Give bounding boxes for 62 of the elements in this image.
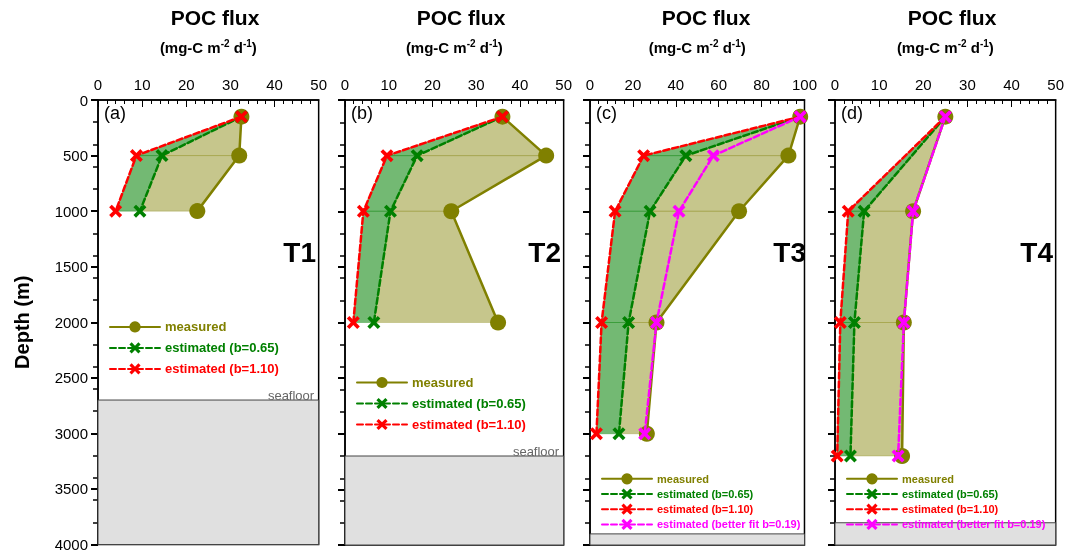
chart-title: POC flux — [416, 6, 506, 29]
y-tick-label: 0 — [79, 91, 88, 109]
y-tick-label: 500 — [62, 147, 88, 165]
x-tick-label: 40 — [1003, 76, 1020, 93]
legend-label: estimated (b=0.65) — [412, 396, 526, 411]
legend-label: estimated (b=1.10) — [412, 417, 526, 432]
annotation: T4 — [1020, 236, 1054, 268]
x-tick-label: 30 — [959, 76, 976, 93]
annotation: (d) — [841, 103, 863, 123]
legend-label: estimated (b=1.10) — [657, 503, 754, 516]
chart-title: POC flux — [661, 6, 751, 29]
x-tick-label: 20 — [624, 76, 642, 93]
y-axis-title: Depth (m) — [11, 275, 33, 369]
legend-label: measured — [657, 472, 709, 485]
x-tick-label: 0 — [830, 76, 840, 93]
legend-label: estimated (better fit b=0.19) — [902, 518, 1046, 531]
annotation: T1 — [283, 236, 317, 268]
x-tick-label: 40 — [667, 76, 685, 93]
legend-label: estimated (b=1.10) — [165, 361, 279, 377]
x-tick-label: 100 — [791, 76, 817, 93]
x-tick-label: 80 — [753, 76, 770, 93]
legend-label: estimated (better fit b=0.19) — [657, 518, 801, 531]
x-tick-label: 20 — [424, 76, 441, 93]
x-tick-label: 30 — [467, 76, 485, 93]
y-tick-label: 1500 — [54, 258, 88, 276]
x-tick-label: 20 — [177, 76, 195, 93]
legend-label: measured — [412, 375, 474, 390]
x-tick-label: 50 — [1047, 76, 1064, 93]
x-tick-label: 40 — [266, 76, 283, 93]
annotation: (c) — [596, 103, 617, 123]
annotation: (a) — [104, 103, 126, 123]
legend-label: estimated (b=0.65) — [165, 340, 279, 356]
legend-label: estimated (b=0.65) — [902, 488, 999, 500]
x-tick-label: 30 — [222, 76, 239, 93]
x-tick-label: 0 — [340, 76, 350, 93]
y-tick-label: 4000 — [54, 536, 88, 552]
annotation: T2 — [528, 236, 562, 268]
x-tick-label: 60 — [710, 76, 728, 93]
y-tick-label: 2000 — [54, 313, 88, 331]
annotation: T3 — [773, 236, 807, 268]
chart-title: POC flux — [907, 6, 997, 29]
x-tick-label: 0 — [585, 76, 595, 93]
legend-label: estimated (b=0.65) — [657, 488, 754, 500]
band-label: seafloor — [512, 443, 560, 459]
chart-title: POC flux — [170, 6, 260, 29]
annotation: (b) — [351, 103, 373, 123]
y-tick-label: 3000 — [54, 424, 88, 442]
x-tick-label: 40 — [511, 76, 529, 93]
legend-label: estimated (b=1.10) — [902, 503, 999, 516]
x-tick-label: 10 — [870, 76, 888, 93]
x-tick-label: 10 — [380, 76, 398, 93]
x-tick-label: 0 — [93, 76, 103, 93]
legend-label: measured — [902, 472, 954, 485]
legend-label: measured — [165, 319, 227, 335]
y-tick-label: 2500 — [54, 369, 88, 387]
x-tick-label: 10 — [133, 76, 151, 93]
x-tick-label: 50 — [310, 76, 327, 93]
y-tick-label: 3500 — [54, 480, 88, 498]
x-tick-label: 20 — [914, 76, 932, 93]
band-label: seafloor — [267, 387, 315, 403]
x-tick-label: 50 — [555, 76, 572, 93]
y-tick-label: 1000 — [54, 202, 88, 220]
